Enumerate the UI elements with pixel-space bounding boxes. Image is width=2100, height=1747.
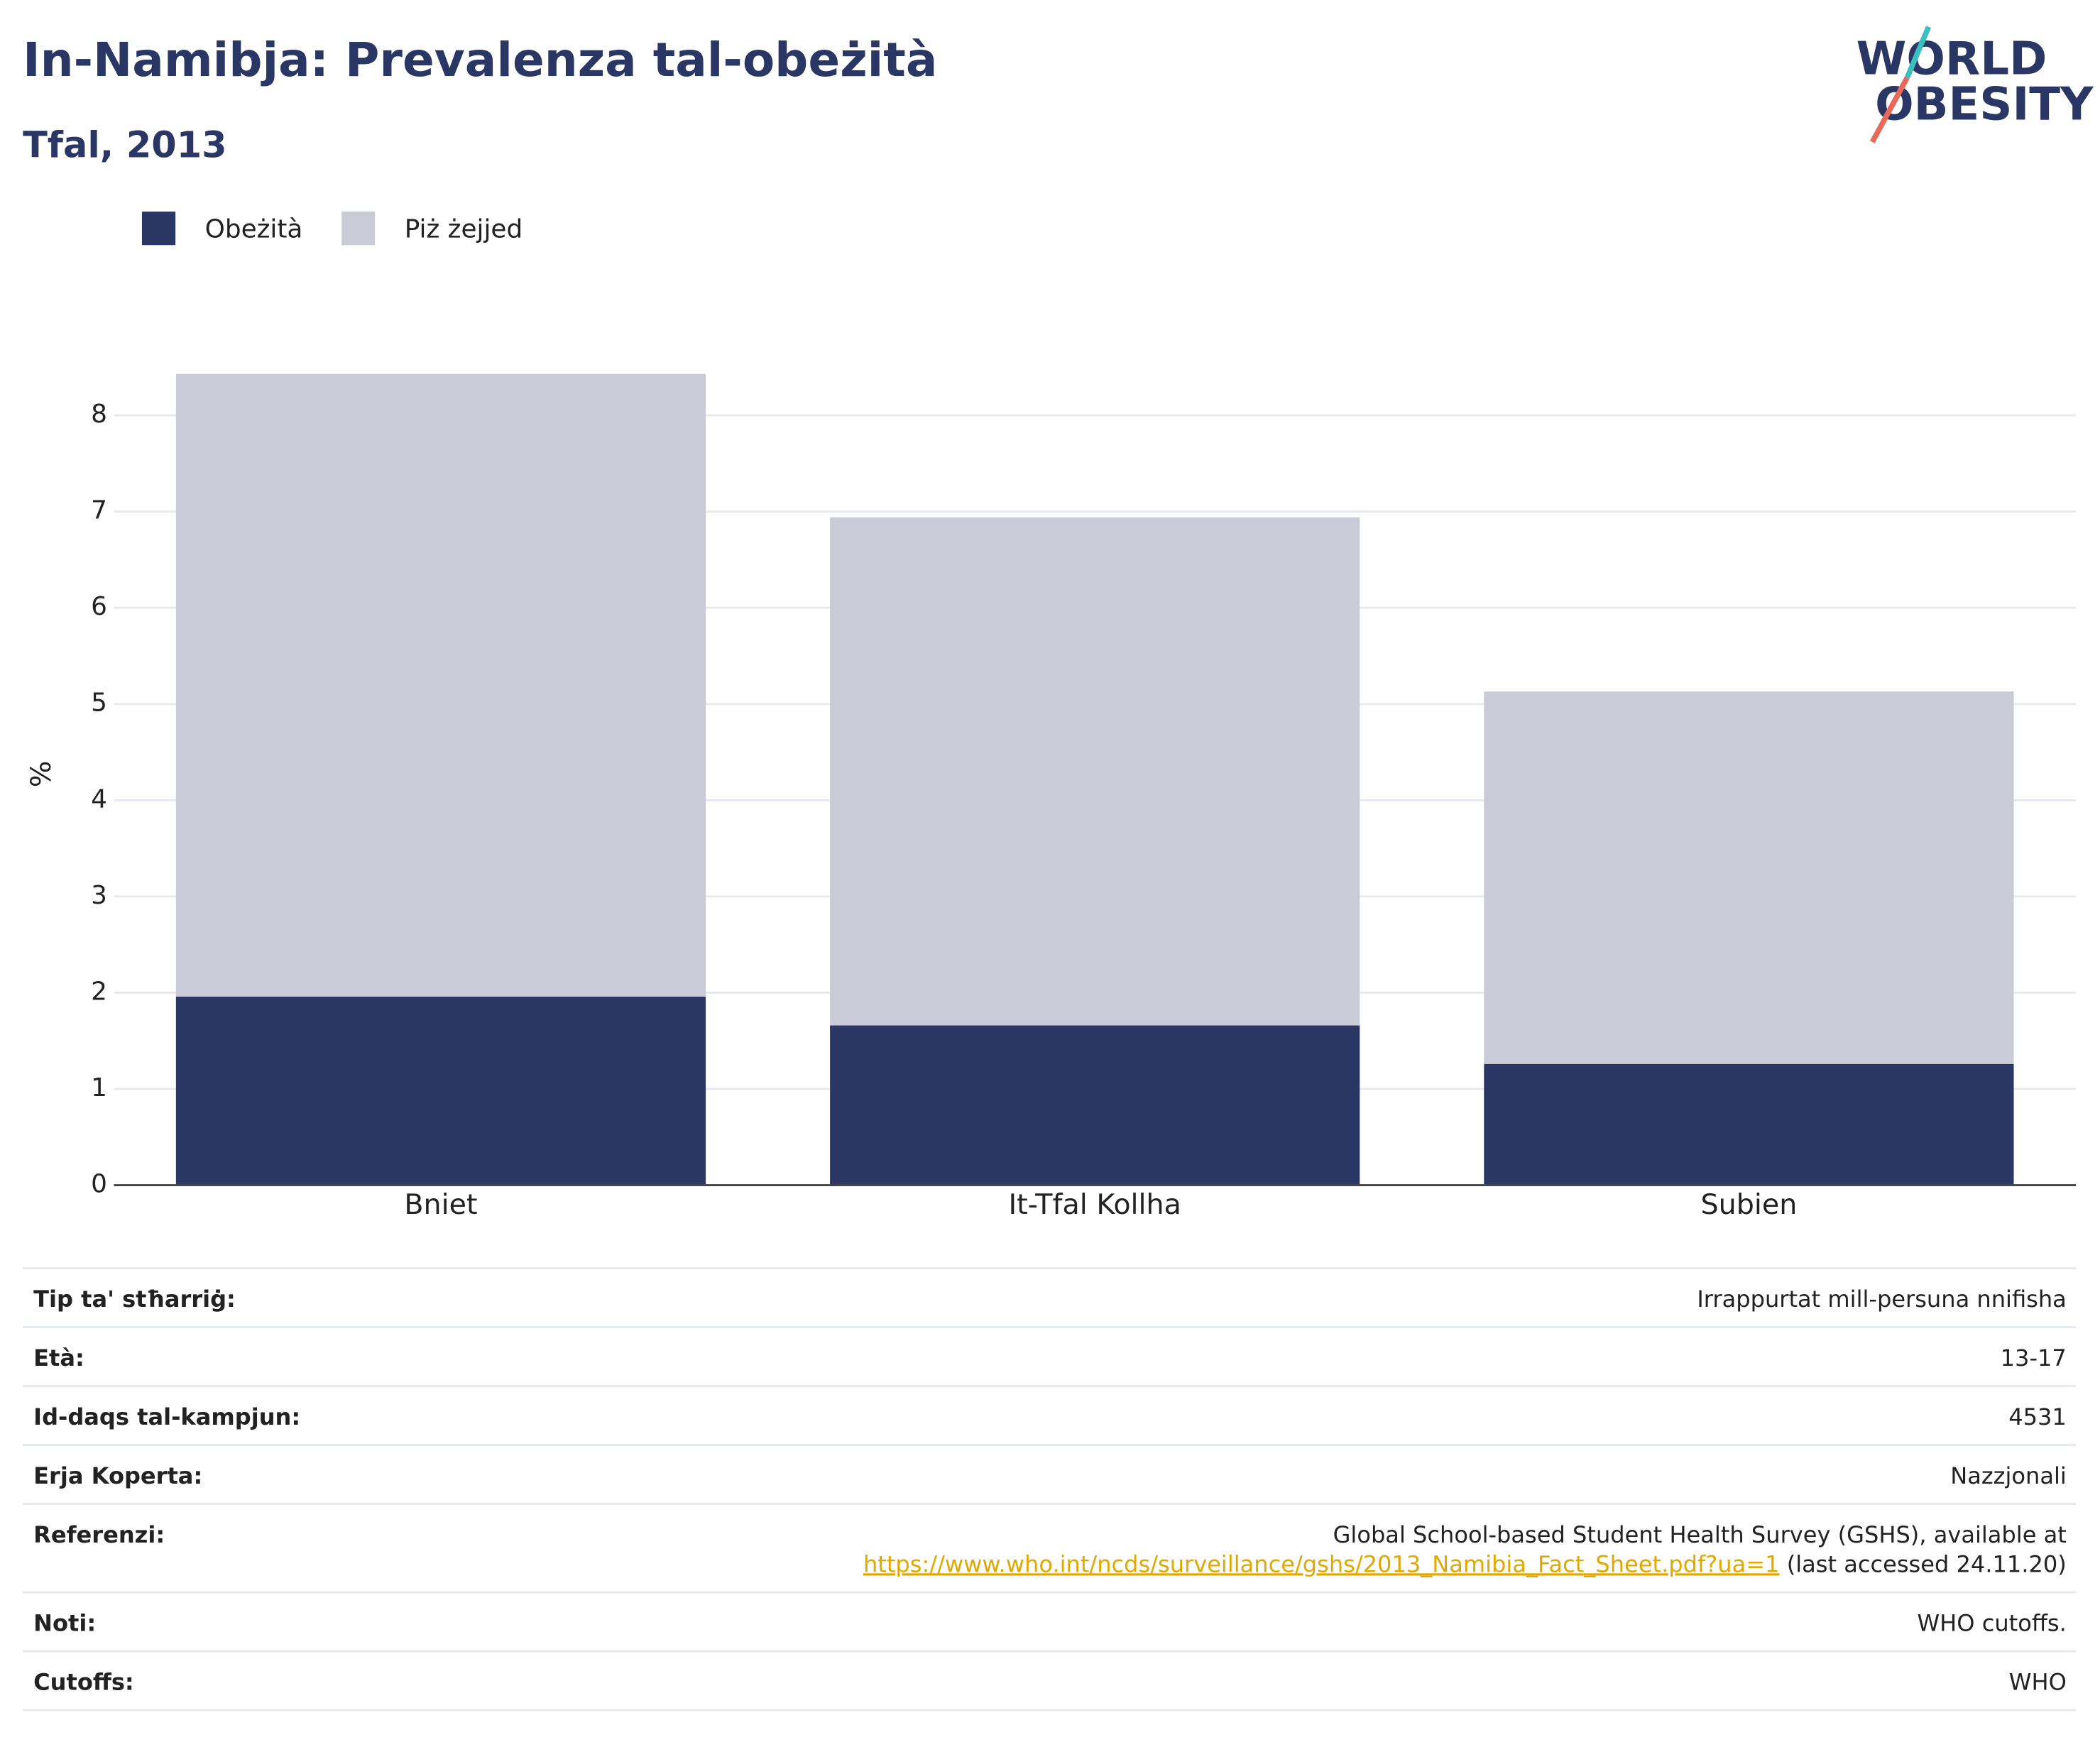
y-tick-label: 5 [91,689,107,718]
bar [1484,1063,2014,1185]
y-tick-label: 3 [91,881,107,910]
y-tick-label: 2 [91,977,107,1006]
legend-label: Piż żejjed [405,215,523,244]
x-tick-label: Subien [1700,1188,1797,1221]
table-value: WHO cutoffs. [1917,1609,2066,1636]
bar [175,373,706,997]
table-label: Referenzi: [33,1521,165,1548]
logo-slash [1869,76,1910,143]
chart-title: In-Namibja: Prevalenza tal-obeżità [23,33,937,87]
reference-note: (last accessed 24.11.20) [1780,1550,2067,1577]
table-label: Noti: [33,1609,96,1636]
table-reference: https://www.who.int/ncds/surveillance/gs… [863,1550,2067,1577]
y-tick-label: 7 [91,496,107,525]
table-value: WHO [2009,1668,2067,1695]
reference-link[interactable]: https://www.who.int/ncds/surveillance/gs… [863,1550,1780,1577]
table-value: Irrappurtat mill-persuna nnifisha [1697,1286,2066,1313]
y-tick-label: 0 [91,1170,107,1199]
logo-slash [1904,26,1932,79]
table-value: 4531 [2008,1403,2067,1430]
table-value: Nazzjonali [1950,1462,2067,1489]
x-tick-label: Bniet [404,1188,477,1221]
table-label: Età: [33,1345,84,1371]
logo-text: OBESITY [1875,78,2094,131]
legend-swatch [141,212,176,246]
table-value: Global School-based Student Health Surve… [1333,1521,2067,1548]
bar [1484,691,2014,1064]
y-tick-label: 8 [91,400,107,429]
y-tick-label: 4 [91,784,107,814]
legend-label: Obeżità [205,215,303,244]
y-axis-label: % [25,761,58,788]
table-label: Tip ta' stħarriġ: [33,1286,236,1313]
table-label: Cutoffs: [33,1668,134,1695]
table-label: Id-daqs tal-kampjun: [33,1403,300,1430]
bar [830,1025,1360,1185]
bar [175,996,706,1185]
table-label: Erja Koperta: [33,1462,202,1489]
bar [830,517,1360,1026]
chart-subtitle: Tfal, 2013 [23,125,227,167]
logo-text: WORLD [1856,32,2047,85]
table-value: 13-17 [2001,1345,2067,1371]
y-tick-label: 1 [91,1073,107,1102]
y-tick-label: 6 [91,592,107,621]
x-tick-label: It-Tfal Kollha [1008,1188,1181,1221]
legend-swatch [341,212,376,246]
